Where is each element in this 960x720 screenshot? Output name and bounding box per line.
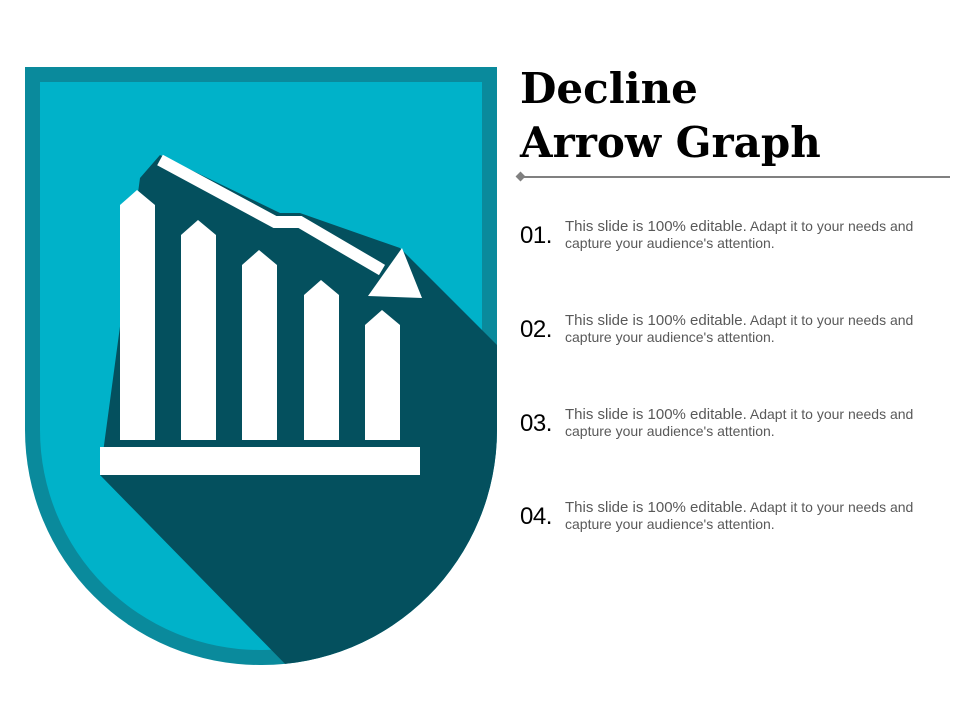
point-text-lead: This slide is 100% editable. [565, 218, 747, 235]
decline-bar-chart-icon [100, 154, 422, 475]
bar-5 [365, 310, 400, 440]
point-text-rest: Adapt it to your needs and capture your … [565, 499, 914, 532]
point-number: 01. [520, 222, 552, 249]
point-text: This slide is 100% editable. Adapt it to… [565, 499, 935, 533]
list-item-04: 04. This slide is 100% editable. Adapt i… [520, 499, 940, 559]
bar-1 [120, 190, 155, 440]
point-text-lead: This slide is 100% editable. [565, 312, 747, 329]
point-text-lead: This slide is 100% editable. [565, 406, 747, 423]
point-text: This slide is 100% editable. Adapt it to… [565, 406, 935, 440]
list-item-01: 01. This slide is 100% editable. Adapt i… [520, 218, 940, 278]
bar-4 [304, 280, 339, 440]
title-divider [522, 176, 950, 178]
point-number: 04. [520, 503, 552, 530]
decline-arrow-head [368, 248, 422, 298]
list-item-03: 03. This slide is 100% editable. Adapt i… [520, 406, 940, 466]
point-text-rest: Adapt it to your needs and capture your … [565, 218, 914, 251]
slide-title-line-1: Decline [520, 64, 698, 113]
decline-arrow-line [157, 154, 386, 276]
point-text-rest: Adapt it to your needs and capture your … [565, 312, 914, 345]
bar-3 [242, 250, 277, 440]
bar-2 [181, 220, 216, 440]
point-text-rest: Adapt it to your needs and capture your … [565, 406, 914, 439]
point-number: 03. [520, 410, 552, 437]
point-text-lead: This slide is 100% editable. [565, 499, 747, 516]
slide-title-line-2: Arrow Graph [520, 118, 821, 167]
point-text: This slide is 100% editable. Adapt it to… [565, 218, 935, 252]
point-number: 02. [520, 316, 552, 343]
chart-baseline [100, 447, 420, 475]
point-text: This slide is 100% editable. Adapt it to… [565, 312, 935, 346]
slide-title: Decline Arrow Graph [520, 62, 940, 170]
list-item-02: 02. This slide is 100% editable. Adapt i… [520, 312, 940, 372]
